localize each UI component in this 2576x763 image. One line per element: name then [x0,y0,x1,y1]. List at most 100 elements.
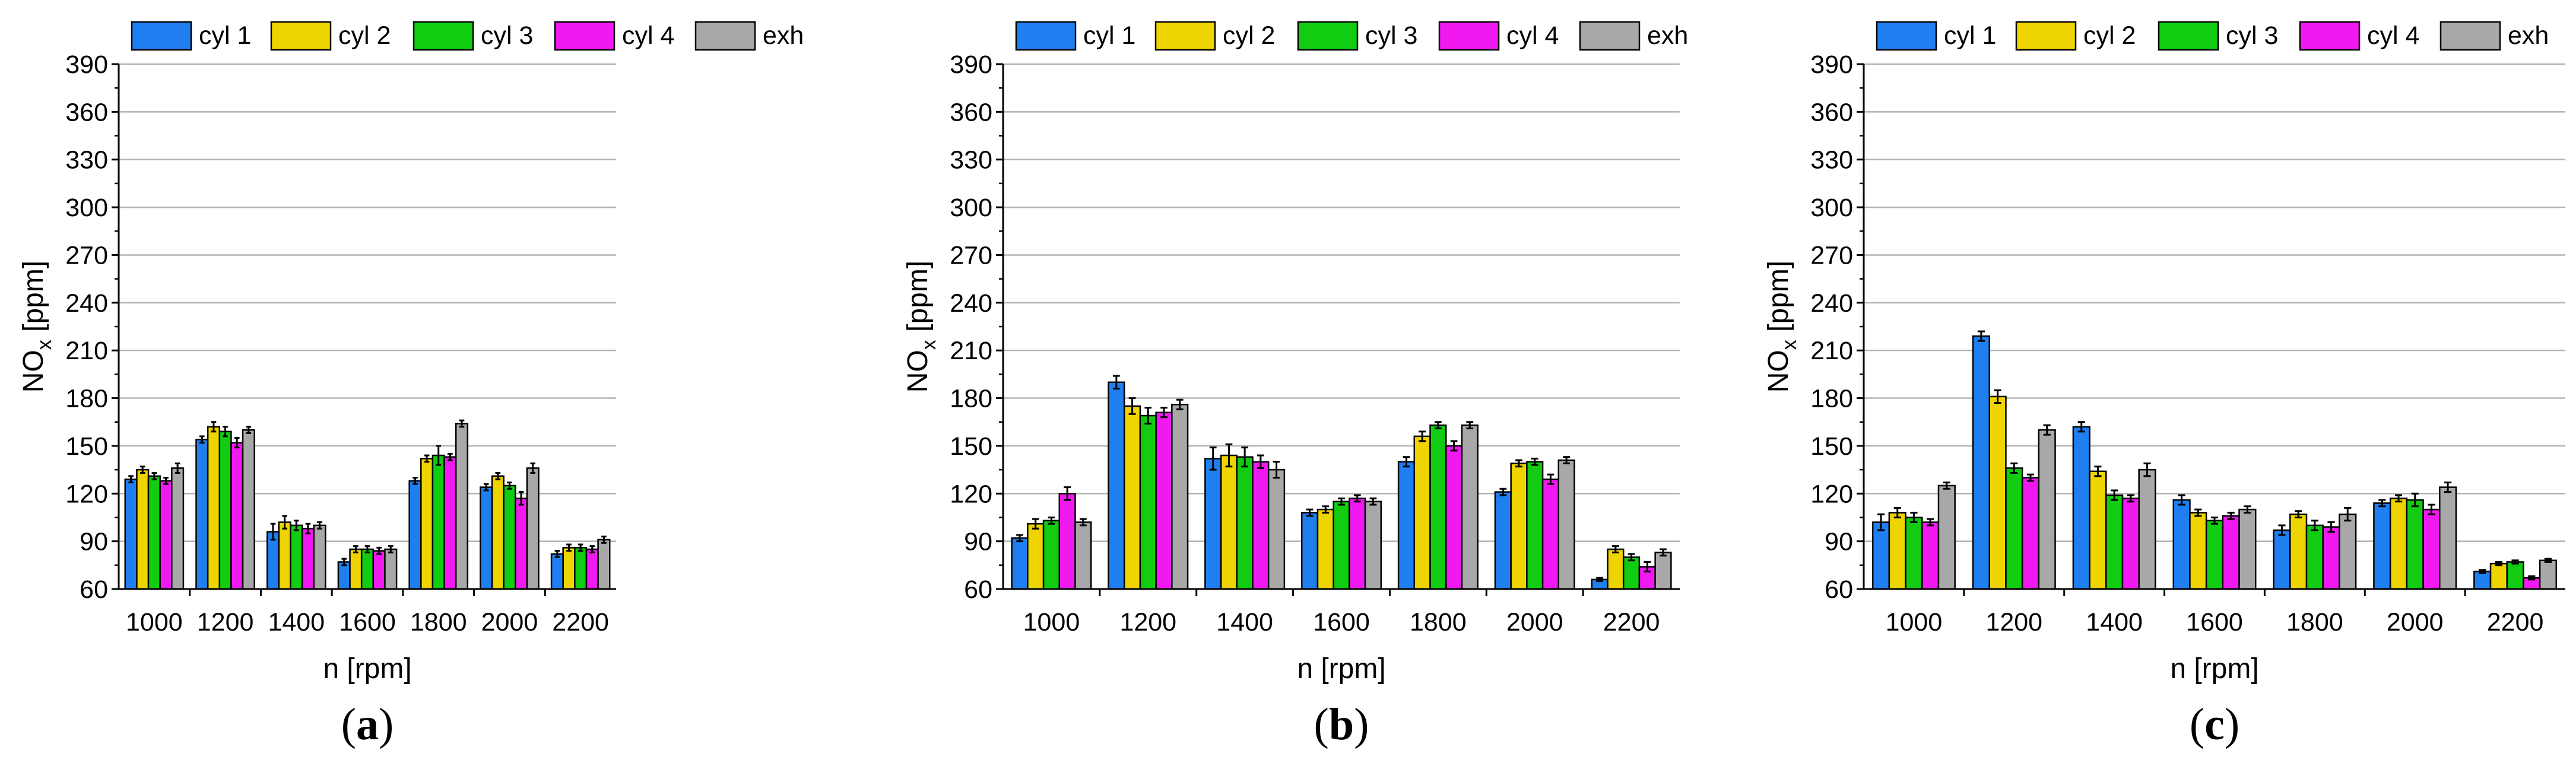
bar [2439,486,2457,590]
bar [2172,499,2191,590]
y-tick-label: 60 [80,575,108,604]
legend-item: cyl 2 [270,21,391,51]
x-tick-label: 2000 [481,608,538,637]
y-tick-label: 180 [1810,385,1853,413]
bar [230,442,244,590]
y-tick-label: 120 [65,480,108,508]
legend-label: cyl 1 [1944,21,1996,50]
bar [2305,524,2324,590]
x-tick-label: 1200 [1119,608,1176,637]
bar [1349,498,1366,590]
x-tick-label: 1200 [1985,608,2042,637]
y-tick-label: 210 [1810,337,1853,365]
y-tick-label: 150 [950,432,992,461]
y-tick-label: 60 [1825,575,1853,604]
bar [1494,491,1512,590]
bar [159,480,173,590]
x-tick-label: 1400 [2086,608,2143,637]
bar [1155,411,1173,590]
y-tick-label: 360 [950,98,992,126]
panel-label-letter: a [356,699,379,749]
legend-swatch [1297,21,1359,51]
panel-label: (a) [341,699,394,749]
panel-label-open: ( [341,699,356,749]
bar [1171,404,1189,590]
legend-swatch [1579,21,1641,51]
legend-label: cyl 2 [338,21,391,50]
x-tick-label: 1000 [1023,608,1080,637]
bar [1333,501,1350,590]
y-tick-label: 180 [65,385,108,413]
y-axis-title-main: NO [18,350,49,392]
y-axis-title: NOx [ppm] [902,261,940,392]
legend-label: exh [763,21,804,50]
bar [1267,468,1286,590]
bar [455,423,469,590]
bar [2089,470,2107,590]
legend-label: cyl 4 [2367,21,2419,50]
bar [207,426,221,590]
bar [2539,559,2558,590]
legend-swatch [2439,21,2501,51]
legend-item: cyl 3 [413,21,533,51]
legend-item: cyl 4 [1438,21,1559,51]
y-tick-label: 330 [1810,146,1853,175]
bar [1108,381,1125,590]
bar [585,548,599,590]
legend-swatch [270,21,332,51]
bar [1905,517,1923,590]
y-tick-label: 330 [950,146,992,175]
bar [1888,512,1906,590]
bar [290,524,303,590]
legend-swatch [1154,21,1216,51]
x-tick-label: 1800 [1410,608,1467,637]
y-tick-label: 270 [1810,241,1853,270]
chart-panel-b: 60 90 120 150 180 210 240 270 300 330 360 390 1000 12… [902,21,1688,749]
y-axis-title-unit: [ppm] [18,261,49,340]
y-tick-label: 240 [1810,289,1853,318]
panel-label: (b) [1314,699,1369,749]
x-tick-label: 1200 [197,608,254,637]
y-axis-title-unit: [ppm] [902,261,934,340]
bar [1557,459,1575,590]
legend-item: cyl 2 [2015,21,2136,51]
y-tick-label: 300 [1810,194,1853,222]
bar [1139,414,1157,590]
panel-label-open: ( [2190,699,2204,749]
legend-item: exh [2439,21,2549,51]
y-tick-label: 300 [65,194,108,222]
bar [1252,461,1270,590]
x-axis-title: n [rpm] [1297,653,1385,685]
legend-label: cyl 2 [1223,21,1275,50]
legend-label: cyl 1 [1083,21,1135,50]
legend-swatch [131,21,192,51]
y-tick-label: 390 [950,50,992,79]
bar [443,456,457,590]
x-tick-label: 1000 [1886,608,1943,637]
y-tick-label: 90 [964,528,992,556]
x-tick-label: 1000 [126,608,183,637]
chart-panel-a: 60 90 120 150 180 210 240 270 300 330 360 390 1000 12… [18,21,804,749]
legend-item: cyl 4 [2299,21,2419,51]
bar [1988,395,2007,590]
x-tick-label: 2000 [1506,608,1563,637]
legend-swatch [694,21,756,51]
bar [2238,508,2257,590]
x-tick-label: 1600 [1313,608,1370,637]
y-tick-label: 150 [1810,432,1853,461]
bar [1300,512,1319,590]
bar [278,521,291,590]
bar [1123,405,1141,590]
y-tick-label: 150 [65,432,108,461]
bar [1074,521,1092,590]
y-tick-label: 60 [964,575,992,604]
bar [1042,520,1061,590]
y-axis-title-unit: [ppm] [1763,261,1794,340]
panel-label-letter: c [2204,699,2225,749]
bar [2389,498,2408,590]
legend-swatch [1876,21,1937,51]
bar [1622,556,1641,590]
bar [2339,513,2357,590]
bar [1220,454,1238,590]
